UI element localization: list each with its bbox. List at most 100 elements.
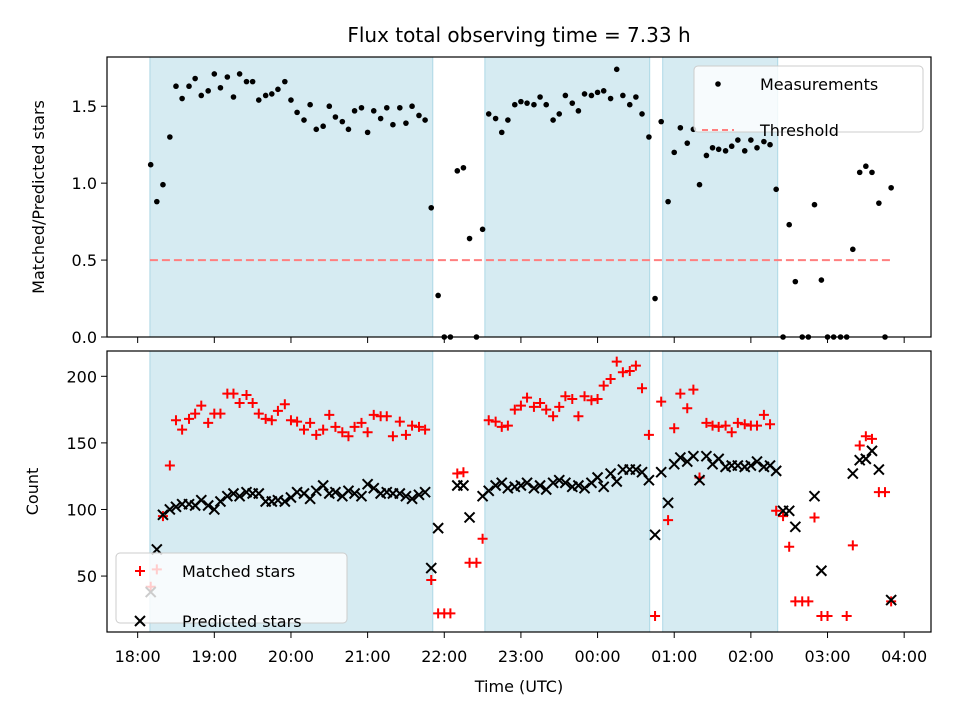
data-point	[362, 427, 373, 438]
data-point	[457, 479, 470, 492]
data-point	[205, 88, 211, 94]
data-point	[547, 477, 559, 489]
series-matched-stars	[145, 356, 897, 622]
data-point	[548, 411, 559, 422]
data-point	[190, 408, 201, 419]
data-point	[863, 163, 869, 170]
legend-marker	[135, 566, 145, 576]
data-point	[633, 94, 639, 100]
data-point	[198, 92, 205, 99]
data-point	[751, 455, 763, 468]
data-point	[684, 140, 691, 146]
data-point	[164, 460, 175, 471]
data-point	[687, 450, 700, 462]
data-point	[390, 121, 396, 128]
y-tick-label: 0.0	[72, 328, 97, 347]
data-point	[553, 474, 565, 486]
data-point	[397, 104, 403, 111]
data-point	[318, 424, 329, 435]
data-point	[591, 471, 604, 484]
data-point	[496, 421, 507, 432]
data-point	[317, 479, 329, 492]
data-point	[573, 411, 584, 422]
data-point	[732, 417, 743, 428]
data-point	[202, 499, 214, 512]
data-point	[355, 490, 368, 502]
data-point	[578, 482, 591, 494]
data-point	[524, 100, 530, 106]
data-point	[841, 611, 852, 622]
data-point	[789, 521, 802, 533]
data-point	[850, 246, 856, 253]
legend-label: Threshold	[759, 121, 839, 140]
data-point	[173, 83, 179, 90]
data-point	[528, 482, 540, 494]
data-point	[279, 495, 291, 508]
data-point	[682, 403, 693, 414]
data-point	[394, 487, 406, 500]
data-point	[650, 611, 661, 622]
data-point	[419, 486, 431, 498]
data-point	[403, 120, 409, 126]
data-point	[771, 505, 782, 516]
data-point	[652, 295, 658, 302]
data-point	[304, 493, 316, 505]
data-point	[559, 477, 572, 489]
data-point	[416, 112, 422, 119]
x-tick-label: 22:00	[421, 647, 467, 666]
data-point	[739, 419, 750, 430]
data-point	[811, 201, 818, 208]
data-point	[531, 101, 537, 108]
legend-item: Matched stars	[135, 562, 295, 581]
data-point	[479, 226, 486, 233]
data-point	[164, 503, 176, 516]
data-point	[847, 540, 858, 551]
data-point	[880, 487, 891, 498]
data-point	[597, 481, 610, 493]
data-point	[466, 235, 473, 242]
data-point	[701, 417, 712, 428]
y-axis-label: Matched/Predicted stars	[29, 100, 48, 294]
data-point	[572, 479, 585, 492]
data-point	[658, 118, 664, 125]
data-point	[752, 420, 763, 431]
data-point	[249, 78, 256, 85]
data-point	[184, 413, 195, 424]
data-point	[445, 608, 456, 619]
x-tick-label: 23:00	[498, 647, 544, 666]
data-point	[292, 416, 303, 427]
data-point	[234, 397, 245, 408]
data-point	[400, 429, 411, 440]
data-point	[460, 164, 467, 171]
y-tick-label: 1.0	[72, 174, 97, 193]
data-point	[550, 117, 556, 123]
data-point	[562, 92, 569, 99]
data-point	[272, 405, 283, 416]
data-point	[452, 468, 463, 479]
data-point	[665, 198, 671, 205]
data-point	[515, 479, 527, 492]
data-point	[677, 124, 684, 131]
data-point	[560, 391, 571, 402]
x-tick-label: 04:00	[881, 647, 927, 666]
data-point	[342, 485, 355, 497]
data-point	[177, 424, 188, 435]
ratio-panel: 0.0 0.5 1.0 1.5 Matched/Predicted stars	[29, 56, 932, 347]
data-point	[502, 420, 513, 431]
data-point	[600, 88, 607, 94]
data-point	[471, 557, 482, 568]
data-point	[224, 74, 231, 80]
data-point	[758, 409, 769, 420]
data-point	[294, 109, 300, 116]
data-point	[765, 419, 776, 430]
data-point	[406, 493, 418, 505]
data-point	[490, 416, 501, 427]
data-point	[715, 146, 722, 153]
data-point	[345, 126, 352, 133]
series-measurements	[147, 66, 894, 340]
data-point	[745, 459, 757, 472]
y-tick-label: 1.5	[72, 97, 97, 116]
shaded-span	[484, 56, 651, 338]
data-point	[170, 501, 182, 513]
